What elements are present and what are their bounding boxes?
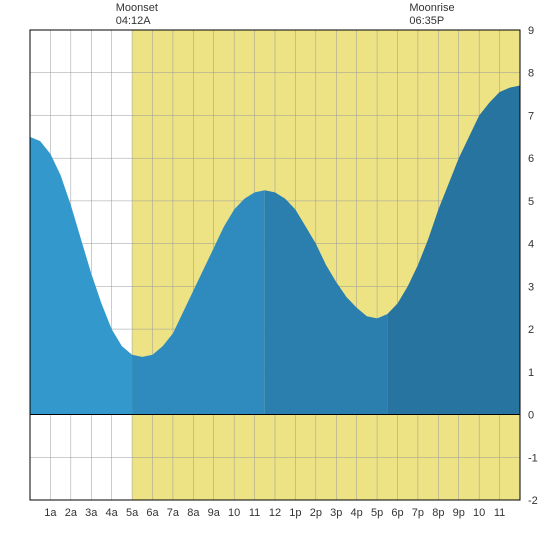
tide-chart: -2-101234567891a2a3a4a5a6a7a8a9a1011121p… (0, 0, 550, 550)
svg-text:2: 2 (528, 324, 534, 336)
svg-text:1p: 1p (289, 507, 301, 519)
svg-text:5: 5 (528, 196, 534, 208)
moonset-time: 04:12A (116, 15, 158, 28)
svg-text:8a: 8a (187, 507, 200, 519)
svg-text:9a: 9a (208, 507, 221, 519)
moonrise-label: Moonrise 06:35P (409, 2, 454, 28)
svg-text:6a: 6a (146, 507, 159, 519)
moonrise-title: Moonrise (409, 2, 454, 15)
svg-text:6p: 6p (391, 507, 403, 519)
svg-text:12: 12 (269, 507, 281, 519)
svg-text:9: 9 (528, 25, 534, 37)
svg-text:11: 11 (249, 507, 260, 519)
svg-text:8p: 8p (432, 507, 444, 519)
svg-text:3: 3 (528, 281, 534, 293)
moonset-title: Moonset (116, 2, 158, 15)
svg-text:1a: 1a (44, 507, 57, 519)
svg-text:1: 1 (528, 367, 534, 379)
svg-text:11: 11 (494, 507, 505, 519)
svg-text:7: 7 (528, 110, 534, 122)
svg-text:5a: 5a (126, 507, 139, 519)
svg-text:7a: 7a (167, 507, 180, 519)
svg-text:3p: 3p (330, 507, 342, 519)
svg-text:-1: -1 (528, 452, 538, 464)
svg-text:7p: 7p (412, 507, 424, 519)
svg-text:0: 0 (528, 410, 534, 422)
svg-text:6: 6 (528, 153, 534, 165)
svg-text:5p: 5p (371, 507, 383, 519)
moonrise-time: 06:35P (409, 15, 454, 28)
chart-svg: -2-101234567891a2a3a4a5a6a7a8a9a1011121p… (0, 0, 550, 550)
svg-text:10: 10 (473, 507, 485, 519)
svg-text:4p: 4p (351, 507, 363, 519)
svg-text:-2: -2 (528, 495, 538, 507)
svg-text:10: 10 (228, 507, 240, 519)
svg-text:9p: 9p (453, 507, 465, 519)
svg-text:4: 4 (528, 239, 534, 251)
svg-text:3a: 3a (85, 507, 98, 519)
svg-text:8: 8 (528, 68, 534, 80)
svg-text:2a: 2a (65, 507, 78, 519)
svg-text:4a: 4a (106, 507, 119, 519)
moonset-label: Moonset 04:12A (116, 2, 158, 28)
svg-text:2p: 2p (310, 507, 322, 519)
